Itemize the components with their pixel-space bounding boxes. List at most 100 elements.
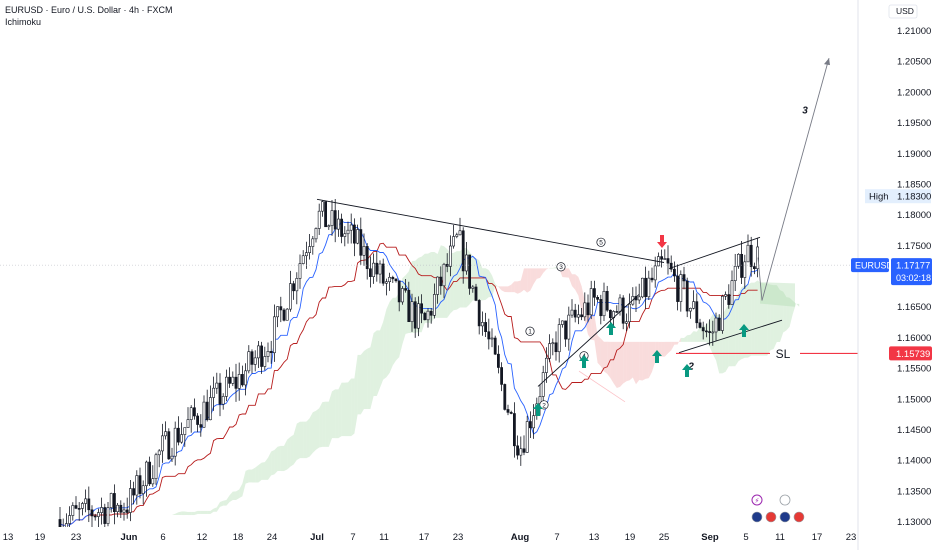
cloud-segment (751, 283, 754, 356)
cloud-segment (188, 512, 191, 515)
candle-body (510, 412, 512, 413)
cloud-segment (732, 299, 735, 366)
countdown: 03:02:18 (896, 273, 931, 283)
candle-body (590, 289, 592, 315)
high-value: 1.18300 (897, 192, 931, 203)
time-tick-label: Jun (121, 532, 138, 543)
candle-body (331, 211, 333, 226)
time-tick-label: 19 (625, 532, 636, 543)
cloud-segment (396, 292, 399, 360)
cloud-segment (223, 500, 226, 506)
candle-body (747, 245, 749, 262)
candle-body (741, 254, 743, 277)
candle-body (593, 289, 595, 298)
cloud-segment (364, 349, 367, 409)
time-tick-label: 23 (71, 532, 82, 543)
candle-body (603, 291, 605, 315)
candle-body (168, 432, 170, 459)
candle-body (241, 374, 243, 385)
cloud-segment (649, 342, 652, 378)
candle-body (216, 383, 218, 388)
cloud-segment (303, 422, 306, 458)
candle-body (225, 377, 227, 396)
cloud-segment (639, 342, 642, 381)
candle-body (587, 303, 589, 315)
candle-body (235, 377, 237, 388)
sl-label: SL (776, 347, 791, 361)
price-tick-label: 1.16000 (897, 333, 931, 344)
candle-body (645, 278, 647, 297)
cloud-segment (271, 450, 274, 475)
candle-body (411, 302, 413, 322)
candle (325, 202, 327, 227)
candle-body (113, 493, 115, 511)
currency-label: USD (896, 6, 914, 16)
cloud-segment (422, 254, 425, 332)
cloud-segment (281, 446, 284, 471)
candle-body (321, 202, 323, 212)
price-tick-label: 1.13500 (897, 486, 931, 497)
price-tick-label: 1.21000 (897, 26, 931, 37)
candle-body (139, 476, 141, 494)
candle-body (661, 257, 663, 260)
candle-body (369, 269, 371, 277)
cloud-segment (742, 286, 745, 360)
candle-body (248, 352, 250, 371)
cloud-segment (319, 402, 322, 447)
candle-body (261, 346, 263, 367)
candle-body (526, 422, 528, 453)
chart-legend[interactable]: EURUSD · Euro / U.S. Dollar · 4h · FXCM … (5, 4, 173, 28)
wave-3-label: 3 (802, 105, 808, 116)
candle-body (104, 507, 106, 523)
cloud-segment (252, 468, 255, 483)
cloud-segment (482, 268, 485, 300)
cloud-segment (278, 446, 281, 471)
candle-body (408, 290, 410, 321)
candle (286, 308, 288, 320)
candle-body (181, 435, 183, 443)
candle-body (101, 507, 103, 512)
cloud-segment (630, 342, 633, 380)
candle-body (680, 275, 682, 302)
candle-body (609, 310, 611, 318)
candle-body (283, 310, 285, 320)
cloud-segment (626, 342, 629, 381)
candle (168, 428, 170, 460)
candle-body (165, 432, 167, 436)
candle-body (689, 308, 691, 311)
candle-body (232, 377, 234, 383)
event-flag-icon (780, 512, 790, 522)
cloud-segment (614, 342, 617, 388)
candle-body (456, 235, 458, 237)
candle-body (107, 508, 109, 524)
candle-body (443, 264, 445, 286)
cloud-segment (514, 281, 517, 293)
cloud-segment (374, 330, 377, 396)
candle-body (542, 373, 544, 397)
candle-body (245, 371, 247, 385)
time-tick-label: 13 (589, 532, 600, 543)
symbol-title[interactable]: EURUSD · Euro / U.S. Dollar · 4h · FXCM (5, 4, 173, 16)
candle-body (459, 231, 461, 235)
cloud-segment (198, 511, 201, 514)
candle-body (395, 279, 397, 281)
cloud-segment (313, 411, 316, 453)
candle-body (376, 263, 378, 274)
candle-body (430, 311, 432, 315)
candle-body (302, 256, 304, 264)
sl-price: 1.15739 (896, 349, 930, 360)
indicator-label[interactable]: Ichimoku (5, 16, 173, 28)
candle-body (152, 479, 154, 484)
candle-body (600, 299, 602, 315)
price-tick-label: 1.18000 (897, 210, 931, 221)
candle-body (273, 317, 275, 353)
cloud-segment (623, 342, 626, 384)
price-tick-label: 1.16500 (897, 302, 931, 313)
candle-body (299, 264, 301, 279)
candle-body (414, 302, 416, 329)
cloud-segment (386, 302, 389, 377)
candle-body (277, 307, 279, 317)
cloud-segment (207, 511, 210, 514)
